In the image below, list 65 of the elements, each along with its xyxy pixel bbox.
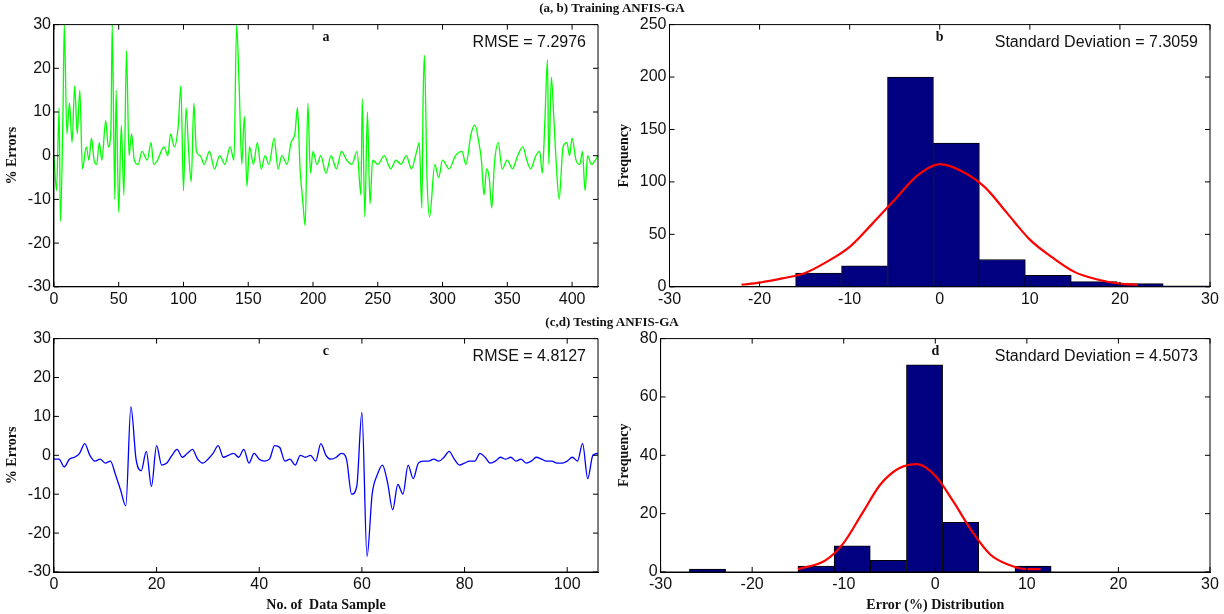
y-tick-label: 60 [639,387,658,405]
y-tick-label: 200 [639,67,667,85]
x-tick-label: 400 [558,289,586,307]
annotation: RMSE = 7.2976 [472,33,587,51]
x-axis-title: Error (%) Distribution [866,597,1005,614]
x-tick-label: 30 [1201,289,1219,307]
x-tick-label: -20 [748,289,772,307]
chart-subtitle: b [935,29,944,45]
y-tick-label: 20 [33,58,52,76]
y-tick-label: -20 [27,233,52,251]
y-tick-label: 50 [648,224,667,242]
y-tick-label: -10 [27,484,52,502]
x-tick-label: 0 [935,289,945,307]
y-tick-label: 0 [42,445,52,463]
annotation: RMSE = 4.8127 [472,347,587,365]
y-tick-label: -20 [27,523,52,541]
x-tick-label: 150 [234,289,262,307]
x-tick-label: 100 [553,575,581,593]
y-tick-label: 80 [639,329,658,347]
x-tick-label: 350 [493,289,521,307]
annotation: Standard Deviation = 4.5073 [994,347,1199,365]
x-tick-label: 40 [250,575,269,593]
y-tick-label: 10 [33,406,52,424]
y-tick-label: 20 [33,367,52,385]
y-tick-label: 30 [33,15,52,33]
y-axis-title: % Errors [4,126,20,185]
y-tick-label: 40 [639,445,658,463]
x-tick-label: 20 [147,575,166,593]
y-axis-title: Frequency [616,123,632,188]
x-tick-label: 10 [1017,575,1036,593]
y-tick-label: 10 [33,102,52,120]
y-tick-label: 20 [639,504,658,522]
chart-subtitle: a [322,29,330,45]
x-tick-label: 50 [109,289,128,307]
y-tick-label: 100 [639,172,667,190]
chart-title: (c,d) Testing ANFIS-GA [544,314,680,330]
x-tick-label: 100 [170,289,197,307]
line-series [740,162,1140,286]
chart-subtitle: d [931,343,940,359]
x-axis-title: No. of Data Sample [266,597,386,613]
y-tick-label: 0 [42,146,52,164]
x-tick-label: 30 [1201,575,1219,593]
x-tick-label: 10 [1020,289,1039,307]
annotation: Standard Deviation = 7.3059 [994,33,1199,51]
x-tick-label: 60 [352,575,371,593]
chart-title: (a, b) Training ANFIS-GA [538,0,686,16]
y-axis-title: % Errors [4,425,20,485]
x-tick-label: 20 [1111,289,1129,307]
x-tick-label: -10 [832,575,856,593]
line-series [53,24,598,227]
x-tick-label: 20 [1109,575,1128,593]
line-series [53,406,598,558]
y-tick-label: 150 [639,119,667,137]
x-tick-label: -20 [740,575,764,593]
y-tick-label: 250 [639,15,667,33]
x-tick-label: 80 [455,575,474,593]
chart-subtitle: c [322,343,330,359]
x-tick-label: -10 [838,289,862,307]
y-tick-label: -10 [27,189,52,207]
y-axis-title: Frequency [616,423,632,488]
x-tick-label: 0 [930,575,940,593]
x-tick-label: 200 [299,289,327,307]
x-tick-label: 250 [364,289,392,307]
x-tick-label: 300 [429,289,456,307]
y-tick-label: 30 [33,329,52,347]
